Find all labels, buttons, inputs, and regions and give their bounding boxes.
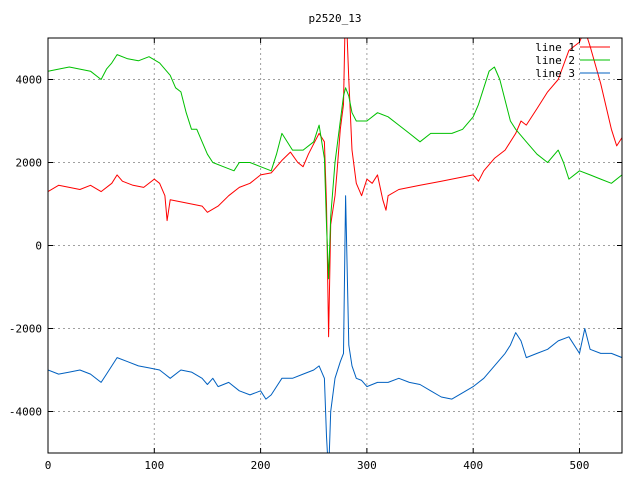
grid — [48, 38, 622, 453]
x-tick-label: 0 — [45, 459, 52, 472]
x-tick-label: 200 — [251, 459, 271, 472]
legend-label-2: line 2 — [535, 54, 575, 67]
axes: 0 100 200 300 400 500 -4000 -2000 0 2000 4000 — [9, 38, 622, 472]
series-layer — [48, 38, 622, 453]
x-tick-label: 100 — [144, 459, 164, 472]
chart-title: p2520_13 — [309, 12, 362, 25]
x-tick-label: 300 — [357, 459, 377, 472]
y-tick-label: 4000 — [16, 74, 43, 87]
x-tick-label: 500 — [570, 459, 590, 472]
y-tick-label: 0 — [35, 240, 42, 253]
x-tick-label: 400 — [463, 459, 483, 472]
y-tick-label: -4000 — [9, 406, 42, 419]
legend-label-1: line 1 — [535, 41, 575, 54]
y-tick-label: -2000 — [9, 323, 42, 336]
series-line-2 — [48, 54, 622, 280]
legend-label-3: line 3 — [535, 67, 575, 80]
series-line-1 — [48, 38, 622, 338]
y-tick-label: 2000 — [16, 157, 43, 170]
series-line-3 — [48, 195, 622, 453]
